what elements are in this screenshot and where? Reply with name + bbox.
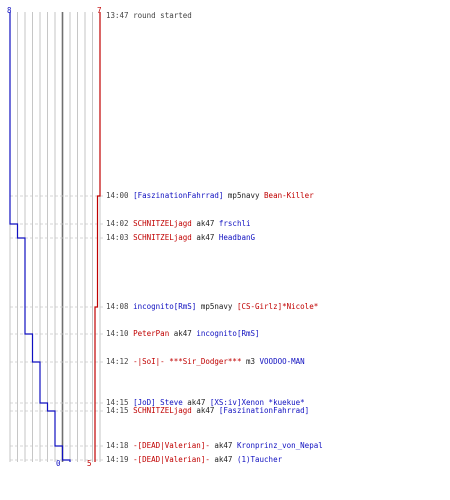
event-time: 14:02	[106, 219, 134, 228]
killer-name: -[DEAD|Valerian]-	[133, 455, 210, 464]
event-row: 14:10 PeterPan ak47 incognito[RmS]	[106, 329, 260, 339]
event-time: 14:10	[106, 329, 134, 338]
weapon-name: ak47	[196, 406, 215, 415]
event-time: 14:15	[106, 398, 134, 407]
victim-name: [CS-Girlz]*Nicole*	[236, 302, 319, 311]
weapon-name: ak47	[196, 233, 215, 242]
event-time: 13:47	[106, 11, 134, 20]
weapon-name: ak47	[173, 329, 192, 338]
event-row: 14:18 -[DEAD|Valerian]- ak47 Kronprinz_v…	[106, 441, 323, 451]
killer-name: [FaszinationFahrrad]	[133, 191, 224, 200]
grid-lines	[9, 12, 101, 462]
weapon-name: mp5navy	[227, 191, 260, 200]
event-row: 14:00 [FaszinationFahrrad] mp5navy Bean-…	[106, 191, 314, 201]
victim-name: HeadbanG	[218, 233, 256, 242]
event-row: 14:08 incognito[RmS] mp5navy [CS-Girlz]*…	[106, 302, 318, 312]
killer-name: SCHNITZELjagd	[133, 233, 192, 242]
weapon-name: m3	[245, 357, 256, 366]
event-time: 14:08	[106, 302, 134, 311]
red-start-count: 7	[97, 6, 102, 15]
event-time: 14:19	[106, 455, 134, 464]
event-row: 14:12 -|SoI|- ***Sir_Dodger*** m3 VOODOO…	[106, 357, 305, 367]
event-row: 14:15 [JoD] Steve ak47 [XS:iv]Xenon *kue…	[106, 398, 305, 408]
killer-name: -[DEAD|Valerian]-	[133, 441, 210, 450]
killer-name: PeterPan	[133, 329, 170, 338]
victim-name: [XS:iv]Xenon *kuekue*	[209, 398, 305, 407]
event-time: 14:00	[106, 191, 134, 200]
victim-name: Bean-Killer	[264, 191, 314, 200]
killer-name: -|SoI|- ***Sir_Dodger***	[133, 357, 242, 366]
victim-name: frschli	[218, 219, 251, 228]
weapon-name: ak47	[214, 455, 233, 464]
weapon-name: ak47	[214, 441, 233, 450]
blue-start-count: 8	[7, 6, 12, 15]
event-row: 14:15 SCHNITZELjagd ak47 [FaszinationFah…	[106, 406, 309, 416]
victim-name: Kronprinz_von_Nepal	[236, 441, 323, 450]
event-time: 14:03	[106, 233, 134, 242]
weapon-name: mp5navy	[200, 302, 233, 311]
blue-end-count: 0	[56, 459, 61, 468]
victim-name: VOODOO-MAN	[259, 357, 305, 366]
blue-team-count-line	[9, 12, 71, 462]
event-time: 14:15	[106, 406, 134, 415]
red-team-count-line	[94, 12, 101, 462]
victim-name: [FaszinationFahrrad]	[218, 406, 310, 415]
weapon-name: ak47	[196, 219, 215, 228]
killer-name: incognito[RmS]	[133, 302, 197, 311]
event-time: 14:18	[106, 441, 134, 450]
event-text: round started	[133, 11, 192, 20]
weapon-name: ak47	[187, 398, 206, 407]
red-end-count: 5	[87, 459, 92, 468]
event-time: 14:12	[106, 357, 134, 366]
event-row: 14:03 SCHNITZELjagd ak47 HeadbanG	[106, 233, 255, 243]
event-dash-lines	[10, 195, 104, 461]
event-row: 13:47 round started	[106, 11, 192, 21]
victim-name: (1)Taucher	[236, 455, 283, 464]
victim-name: incognito[RmS]	[196, 329, 260, 338]
event-row: 14:02 SCHNITZELjagd ak47 frschli	[106, 219, 251, 229]
killer-name: SCHNITZELjagd	[133, 219, 192, 228]
killer-name: [JoD] Steve	[133, 398, 183, 407]
event-row: 14:19 -[DEAD|Valerian]- ak47 (1)Taucher	[106, 455, 282, 465]
killer-name: SCHNITZELjagd	[133, 406, 192, 415]
